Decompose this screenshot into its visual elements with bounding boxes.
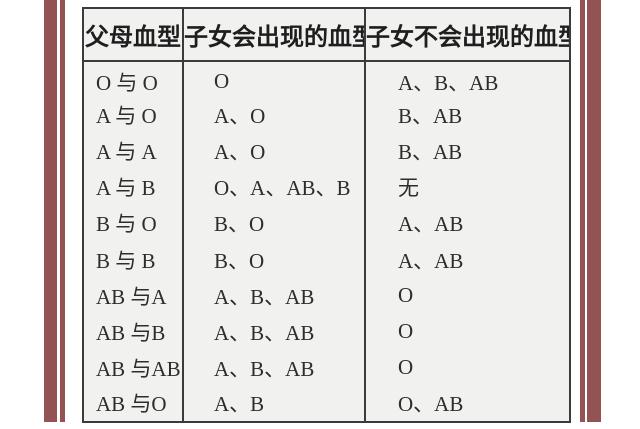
cell-impossible: A、AB	[398, 212, 464, 237]
table-row: A 与 O A、O B、AB	[83, 97, 570, 134]
frame-stripe-left-outer	[44, 0, 57, 422]
cell-parents: O 与 O	[83, 61, 184, 98]
cell-impossible: O、AB	[398, 392, 464, 417]
frame-stripe-left-inner	[60, 0, 65, 422]
cell-parents: A 与 B	[83, 169, 184, 206]
cell-parents: B 与 O	[83, 205, 184, 242]
cell-possible: A、B、AB	[183, 277, 366, 314]
cell-possible: B、O	[183, 205, 366, 242]
cell-parents: A 与 O	[83, 97, 184, 134]
cell-parents: AB 与B	[83, 313, 184, 350]
cell-impossible: B、AB	[398, 140, 463, 165]
cell-possible: A、O	[183, 97, 366, 134]
cell-impossible: B、AB	[398, 104, 463, 129]
column-header-possible: 子女会出现的血型	[183, 8, 366, 62]
cell-parents: AB 与A	[83, 277, 184, 314]
cell-impossible: 无	[398, 176, 419, 201]
cell-impossible: O	[398, 319, 414, 344]
cell-parents: B 与 B	[83, 241, 184, 278]
table-row: O 与 O O A、B、AB	[83, 61, 570, 98]
column-header-impossible: 子女不会出现的血型	[365, 8, 570, 62]
table-row: AB 与O A、B O、AB	[83, 385, 570, 422]
table-body: O 与 O O A、B、AB A 与 O A、O B、AB A 与 A A、O B、AB A 与 …	[83, 61, 570, 422]
cell-parents: AB 与O	[83, 385, 184, 422]
cell-possible: O、A、AB、B	[183, 169, 366, 206]
table-row: AB 与B A、B、AB O	[83, 313, 570, 350]
cell-possible: B、O	[183, 241, 366, 278]
cell-impossible: O	[398, 283, 414, 308]
blood-type-table-container: 父母血型 子女会出现的血型 子女不会出现的血型 O 与 O O A、B、AB A 与 …	[82, 7, 571, 423]
cell-possible: O	[183, 61, 366, 98]
cell-impossible: A、B、AB	[398, 70, 499, 95]
frame-stripe-right-outer	[587, 0, 601, 422]
blood-type-table: 父母血型 子女会出现的血型 子女不会出现的血型 O 与 O O A、B、AB A 与 …	[82, 7, 571, 423]
table-row: B 与 B B、O A、AB	[83, 241, 570, 278]
table-row: B 与 O B、O A、AB	[83, 205, 570, 242]
frame-stripe-right-inner	[580, 0, 585, 422]
cell-possible: A、O	[183, 133, 366, 170]
cell-possible: A、B、AB	[183, 349, 366, 386]
header-row: 父母血型 子女会出现的血型 子女不会出现的血型	[83, 8, 570, 62]
cell-parents: A 与 A	[83, 133, 184, 170]
cell-parents: AB 与AB	[83, 349, 184, 386]
cell-impossible: O	[398, 355, 414, 380]
table-row: AB 与AB A、B、AB O	[83, 349, 570, 386]
cell-possible: A、B、AB	[183, 313, 366, 350]
column-header-parents: 父母血型	[83, 8, 184, 62]
table-row: A 与 B O、A、AB、B 无	[83, 169, 570, 206]
cell-impossible: A、AB	[398, 248, 464, 273]
table-header: 父母血型 子女会出现的血型 子女不会出现的血型	[83, 8, 570, 62]
table-row: A 与 A A、O B、AB	[83, 133, 570, 170]
cell-possible: A、B	[183, 385, 366, 422]
table-row: AB 与A A、B、AB O	[83, 277, 570, 314]
